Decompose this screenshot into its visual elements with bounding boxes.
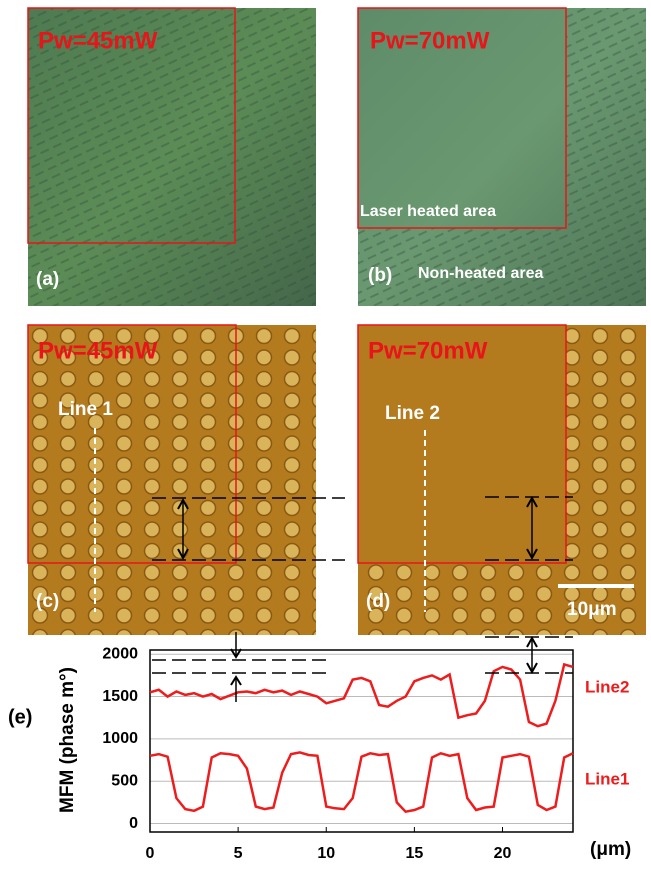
panel-d: Pw=70mW Line 2 (d) 10μm — [357, 324, 646, 635]
power-label: Pw=45mW — [38, 27, 158, 54]
panel-label: (c) — [36, 591, 59, 612]
area-label: Non-heated area — [418, 265, 543, 282]
y-tick-label: 2000 — [102, 645, 138, 662]
x-tick-label: 15 — [405, 845, 423, 862]
panel-b: Pw=70mW Laser heated area (b) Non-heated… — [357, 7, 646, 306]
chart: (e) MFM (phase m°) (μm) 0 500 1000 1500 2000… — [8, 645, 631, 862]
line-label: Line 1 — [58, 399, 113, 420]
power-label: Pw=70mW — [370, 27, 490, 54]
y-tick-label: 0 — [129, 815, 138, 832]
data-line — [149, 751, 574, 814]
line-label: Line 2 — [385, 403, 440, 424]
panel-label: (e) — [8, 706, 32, 728]
x-tick-label: 10 — [317, 845, 335, 862]
x-tick-label: 20 — [494, 845, 512, 862]
y-axis-label: MFM (phase m°) — [57, 667, 78, 813]
x-axis-label: (μm) — [590, 839, 631, 860]
y-tick-label: 1000 — [102, 730, 138, 747]
x-tick-label: 0 — [146, 845, 155, 862]
power-label: Pw=70mW — [368, 337, 488, 364]
annotations — [152, 495, 573, 702]
scale-bar-label: 10μm — [567, 599, 617, 620]
panel-label: (b) — [368, 265, 392, 286]
y-tick-label: 500 — [111, 772, 138, 789]
legend-label: Line2 — [585, 677, 629, 696]
legend-label: Line1 — [585, 769, 629, 788]
panel-a: Pw=45mW (a) — [27, 7, 316, 306]
panel-c: Pw=45mW Line 1 (c) — [27, 324, 316, 635]
plot-frame — [149, 649, 574, 833]
x-tick-label: 5 — [234, 845, 243, 862]
panel-label: (a) — [36, 269, 59, 290]
data-line — [149, 662, 574, 728]
panel-label: (d) — [366, 591, 390, 612]
area-label: Laser heated area — [360, 203, 496, 220]
y-tick-label: 1500 — [102, 688, 138, 705]
power-label: Pw=45mW — [38, 337, 158, 364]
